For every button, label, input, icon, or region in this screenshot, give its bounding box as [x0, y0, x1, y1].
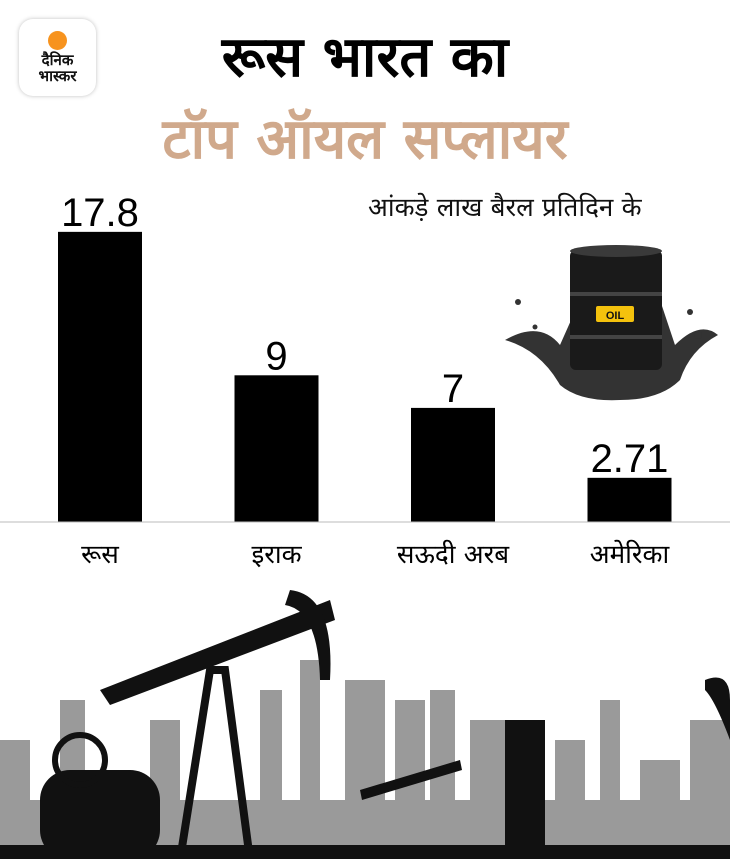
barrel-label: OIL [606, 310, 625, 322]
category-label: रूस [81, 540, 119, 570]
category-label: इराक [251, 540, 302, 570]
data-label: 2.71 [591, 437, 669, 481]
oil-pumpjack-silhouettes [0, 590, 730, 859]
unit-note: आंकड़े लाख बैरल प्रतिदिन के [368, 193, 642, 223]
logo-text-line1: दैनिक [41, 51, 74, 69]
bar [411, 407, 495, 522]
data-label: 7 [442, 367, 464, 411]
data-label: 17.8 [61, 191, 139, 235]
oil-barrel-illustration: OIL [505, 245, 718, 401]
chart-title: रूस भारत का [221, 25, 509, 90]
data-label: 9 [265, 334, 287, 378]
sun-dot-icon [48, 31, 67, 50]
bar [587, 477, 672, 522]
category-label: अमेरिका [590, 539, 671, 570]
category-label: सऊदी अरब [397, 539, 510, 570]
chart-subtitle: टॉप ऑयल सप्लायर [162, 107, 568, 172]
bar [58, 231, 142, 523]
dainik-bhaskar-logo: दैनिक भास्कर [19, 19, 96, 96]
bar [234, 375, 319, 522]
logo-text-line2: भास्कर [38, 67, 77, 85]
